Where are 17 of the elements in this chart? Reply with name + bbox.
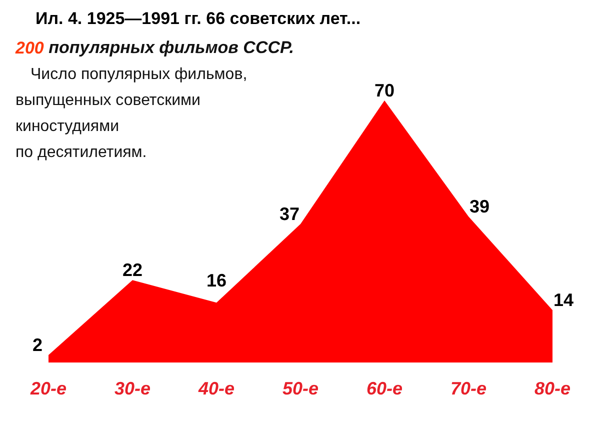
chart-title: Ил. 4. 1925—1991 гг. 66 советских лет... — [36, 9, 361, 28]
x-tick-label: 40-е — [197, 378, 235, 398]
chart-subtitle: 200 популярных фильмов СССР. — [14, 38, 294, 58]
data-label: 70 — [374, 80, 395, 100]
data-label: 16 — [206, 270, 227, 291]
x-tick-label: 20-е — [29, 378, 67, 398]
x-tick-label: 80-е — [534, 378, 571, 398]
data-label: 14 — [553, 290, 574, 310]
x-tick-label: 50-е — [282, 378, 319, 398]
data-label: 39 — [469, 196, 490, 217]
data-label: 22 — [122, 260, 143, 280]
annotation: Число популярных фильмов, выпущенных советскими киностудиями по десятилетиям. — [16, 66, 248, 161]
x-tick-label: 60-е — [366, 378, 403, 398]
data-label: 37 — [279, 204, 300, 224]
x-tick-label: 30-е — [114, 378, 151, 398]
x-tick-label: 70-е — [450, 378, 487, 398]
data-label: 2 — [32, 335, 43, 356]
